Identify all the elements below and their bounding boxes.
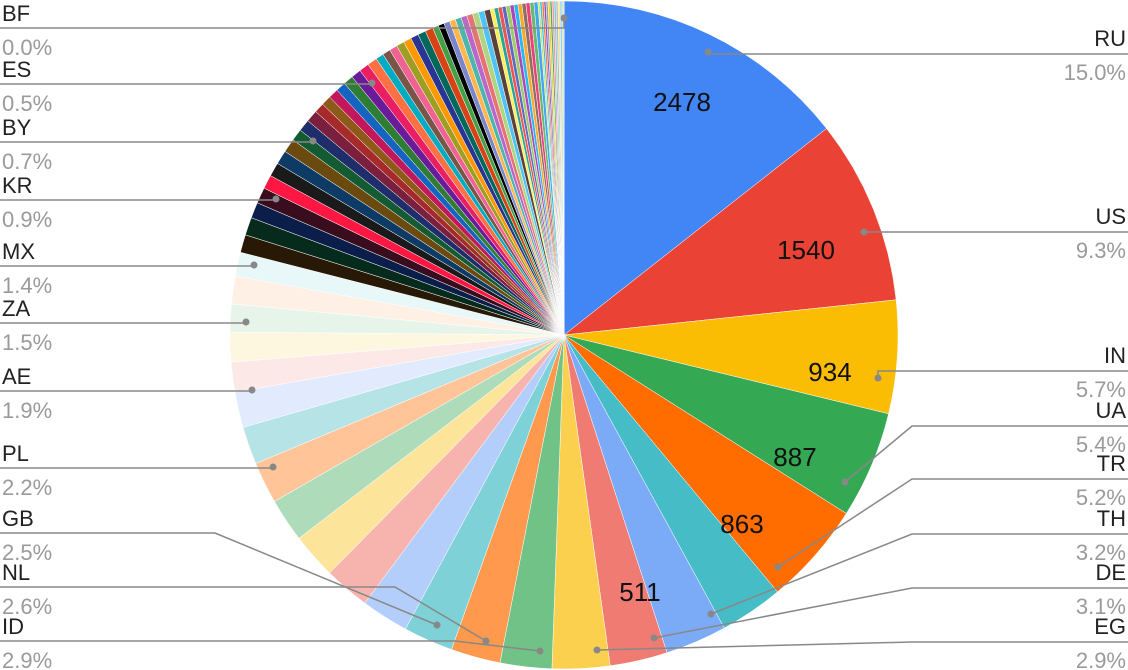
leader-dot-de (650, 634, 658, 642)
slice-percent-nl: 2.6% (2, 594, 52, 619)
slice-percent-by: 0.7% (2, 149, 52, 174)
leader-line-mx (0, 265, 255, 267)
slice-label-ae: AE (2, 364, 31, 389)
leader-line-tr (777, 478, 1128, 568)
slice-percent-eg: 2.9% (1076, 648, 1126, 670)
value-label-ru: 2478 (653, 87, 711, 117)
slice-label-us: US (1095, 204, 1126, 229)
leader-dot-kr (272, 195, 280, 203)
leader-line-ua (844, 425, 1128, 483)
pie-slices (229, 0, 899, 670)
slice-percent-de: 3.1% (1076, 594, 1126, 619)
value-label-ua: 887 (773, 442, 816, 472)
leader-dot-th (707, 610, 715, 618)
leader-line-de (653, 587, 1128, 639)
leader-dot-ae (248, 386, 256, 394)
leader-dot-id (536, 647, 544, 655)
value-labels: 2478 1540 934 887 863 511 (619, 87, 851, 607)
slice-label-kr: KR (2, 173, 33, 198)
slice-label-id: ID (2, 614, 24, 639)
leader-dot-bf (560, 14, 568, 22)
leader-line-za (0, 322, 247, 324)
value-label-in: 934 (808, 357, 851, 387)
slice-percent-id: 2.9% (2, 648, 52, 670)
slice-label-eg: EG (1094, 614, 1126, 639)
leader-dot-mx (250, 261, 258, 269)
slice-percent-tr: 5.2% (1076, 485, 1126, 510)
slice-label-nl: NL (2, 560, 30, 585)
slice-percent-mx: 1.4% (2, 273, 52, 298)
leader-dot-by (309, 137, 317, 145)
slice-label-by: BY (2, 115, 32, 140)
slice-percent-in: 5.7% (1076, 377, 1126, 402)
slice-label-ru: RU (1094, 26, 1126, 51)
pie-slice-ru (563, 0, 827, 336)
leader-dot-eg (593, 646, 601, 654)
value-label-tr: 863 (720, 509, 763, 539)
leader-line-by (0, 141, 314, 143)
leader-line-gb (0, 532, 438, 626)
leader-dot-nl (482, 637, 490, 645)
slice-percent-bf: 0.0% (2, 35, 52, 60)
leader-line-id (0, 640, 541, 652)
slice-percent-us: 9.3% (1076, 238, 1126, 263)
leader-line-kr (0, 199, 277, 201)
leader-line-nl (0, 586, 487, 642)
leader-line-th (710, 533, 1128, 615)
slice-label-mx: MX (2, 239, 35, 264)
slice-percent-es: 0.5% (2, 91, 52, 116)
leader-line-ae (0, 390, 253, 392)
slice-percent-pl: 2.2% (2, 475, 52, 500)
leader-line-pl (0, 467, 274, 469)
leader-dot-es (368, 79, 376, 87)
slice-label-es: ES (2, 57, 31, 82)
slice-label-gb: GB (2, 506, 34, 531)
slice-percent-gb: 2.5% (2, 540, 52, 565)
leader-dot-za (242, 318, 250, 326)
slice-label-za: ZA (2, 296, 30, 321)
leader-line-ru (707, 52, 1128, 55)
leader-lines (0, 14, 1128, 655)
slice-label-pl: PL (2, 441, 29, 466)
slice-label-th: TH (1097, 506, 1126, 531)
slice-label-in: IN (1104, 343, 1126, 368)
slice-percent-ua: 5.4% (1076, 432, 1126, 457)
slice-label-ua: UA (1095, 398, 1126, 423)
leader-dot-ru (704, 48, 712, 56)
slice-label-de: DE (1095, 560, 1126, 585)
slice-percent-za: 1.5% (2, 330, 52, 355)
pie-slice-us (563, 128, 897, 336)
leader-dot-pl (269, 463, 277, 471)
leader-dot-in (874, 374, 882, 382)
slice-percent-th: 3.2% (1076, 540, 1126, 565)
slice-percent-kr: 0.9% (2, 207, 52, 232)
value-label-us: 1540 (777, 235, 835, 265)
leader-dot-tr (774, 563, 782, 571)
slice-percent-ae: 1.9% (2, 398, 52, 423)
value-label-de: 511 (619, 577, 660, 607)
leader-dot-gb (433, 621, 441, 629)
slice-percent-ru: 15.0% (1064, 60, 1126, 85)
slice-label-bf: BF (2, 1, 30, 26)
leader-dot-ua (841, 478, 849, 486)
leader-line-es (0, 83, 373, 85)
leader-dot-us (860, 228, 868, 236)
leader-line-eg (596, 641, 1128, 651)
slice-label-tr: TR (1097, 451, 1126, 476)
